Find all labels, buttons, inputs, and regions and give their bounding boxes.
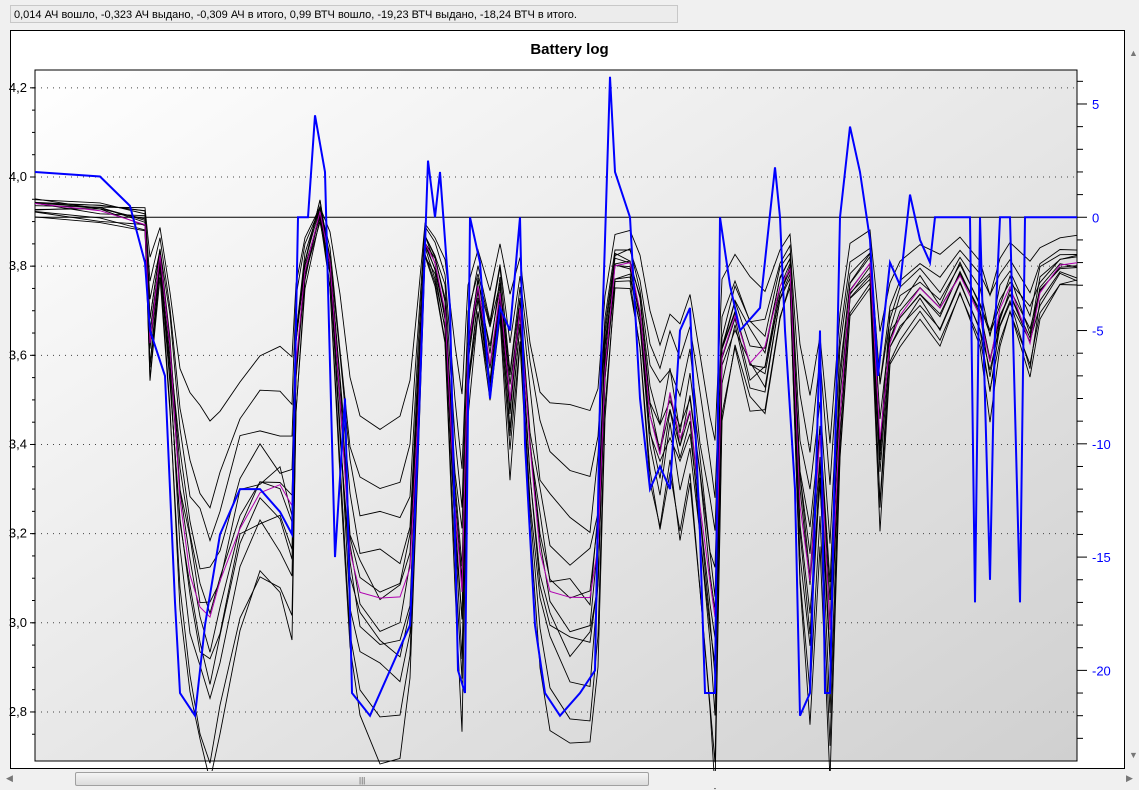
chart-title: Battery log (530, 41, 609, 58)
cell-voltage-line (34, 198, 1078, 790)
left-tick-label: 3,0 (9, 615, 27, 630)
right-tick-label: -15 (1092, 550, 1111, 565)
horizontal-scrollbar[interactable]: ◀ ||| ▶ (0, 771, 1139, 788)
scroll-right-icon[interactable]: ▶ (1126, 773, 1133, 783)
right-tick-label: 5 (1092, 97, 1099, 112)
cell-voltage-line (34, 205, 1078, 444)
cell-voltage-line (34, 211, 1078, 764)
left-tick-label: 4,0 (9, 169, 27, 184)
right-tick-label: -5 (1092, 324, 1104, 339)
scroll-down-icon[interactable]: ▼ (1129, 750, 1138, 760)
right-tick-label: -10 (1092, 437, 1111, 452)
plot-area (34, 69, 1078, 762)
status-bar: 0,014 АЧ вошло, -0,323 АЧ выдано, -0,309… (10, 5, 678, 23)
left-tick-label: 3,6 (9, 347, 27, 362)
cell-voltage-line (34, 211, 1078, 676)
right-tick-label: 0 (1092, 210, 1099, 225)
left-tick-label: 3,4 (9, 436, 27, 451)
left-tick-label: 3,8 (9, 258, 27, 273)
left-tick-label: 3,2 (9, 526, 27, 541)
left-tick-label: 2,8 (9, 704, 27, 719)
right-tick-label: -20 (1092, 663, 1111, 678)
vertical-scrollbar[interactable]: ▲ ▼ (1127, 30, 1139, 769)
left-tick-label: 4,2 (9, 80, 27, 95)
highlight-cell-line (34, 203, 1078, 630)
scroll-left-icon[interactable]: ◀ (6, 773, 13, 783)
grip-icon: ||| (359, 776, 366, 785)
cell-voltage-line (34, 199, 1078, 685)
scrollbar-thumb[interactable]: ||| (75, 772, 649, 786)
scroll-up-icon[interactable]: ▲ (1129, 48, 1138, 58)
current-line (34, 76, 1077, 719)
